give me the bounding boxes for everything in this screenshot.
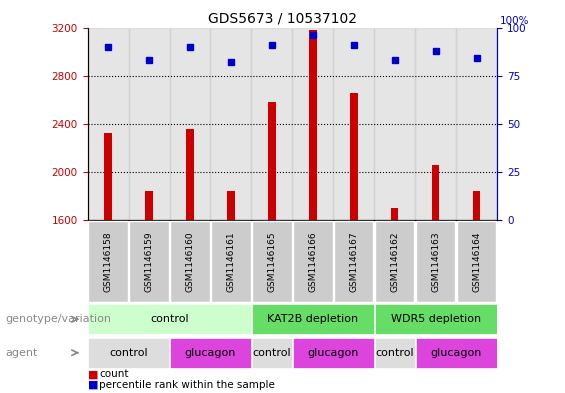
Bar <box>391 208 398 220</box>
Bar <box>105 133 112 220</box>
Text: control: control <box>150 314 189 324</box>
Text: GSM1146159: GSM1146159 <box>145 231 154 292</box>
Bar <box>457 221 497 302</box>
Bar <box>252 221 292 302</box>
Text: glucagon: glucagon <box>185 348 236 358</box>
Bar <box>350 92 358 220</box>
Text: control: control <box>253 348 291 358</box>
Bar <box>416 338 497 368</box>
Bar <box>145 191 153 220</box>
Text: ■: ■ <box>88 380 98 390</box>
Text: glucagon: glucagon <box>308 348 359 358</box>
Bar <box>293 338 374 368</box>
Bar <box>293 221 333 302</box>
Bar <box>251 28 293 220</box>
Bar <box>268 102 276 220</box>
Bar <box>375 338 415 368</box>
Bar <box>375 304 497 334</box>
Bar <box>375 221 415 302</box>
Bar <box>432 165 440 220</box>
Text: ■: ■ <box>88 369 98 379</box>
Text: WDR5 depletion: WDR5 depletion <box>390 314 481 324</box>
Text: GSM1146161: GSM1146161 <box>227 231 236 292</box>
Text: GSM1146167: GSM1146167 <box>349 231 358 292</box>
Bar <box>227 191 234 220</box>
Text: GSM1146164: GSM1146164 <box>472 231 481 292</box>
Bar <box>457 28 497 220</box>
Bar <box>129 28 170 220</box>
Bar <box>309 30 316 220</box>
Text: agent: agent <box>6 348 38 358</box>
Bar <box>252 338 292 368</box>
Bar <box>170 221 210 302</box>
Bar <box>170 338 251 368</box>
Text: genotype/variation: genotype/variation <box>6 314 112 324</box>
Text: GSM1146166: GSM1146166 <box>308 231 318 292</box>
Bar <box>416 221 455 302</box>
Text: control: control <box>109 348 148 358</box>
Bar <box>186 129 194 220</box>
Bar <box>415 28 457 220</box>
Bar <box>211 28 251 220</box>
Bar <box>211 221 251 302</box>
Bar <box>334 221 373 302</box>
Bar <box>473 191 480 220</box>
Text: GDS5673 / 10537102: GDS5673 / 10537102 <box>208 12 357 26</box>
Text: percentile rank within the sample: percentile rank within the sample <box>99 380 275 390</box>
Bar <box>88 304 251 334</box>
Bar <box>293 28 333 220</box>
Text: control: control <box>376 348 414 358</box>
Bar <box>88 338 169 368</box>
Bar <box>88 221 128 302</box>
Text: GSM1146158: GSM1146158 <box>103 231 112 292</box>
Bar <box>333 28 374 220</box>
Text: GSM1146160: GSM1146160 <box>185 231 194 292</box>
Text: count: count <box>99 369 128 379</box>
Text: GSM1146163: GSM1146163 <box>431 231 440 292</box>
Bar <box>374 28 415 220</box>
Bar <box>170 28 210 220</box>
Text: glucagon: glucagon <box>431 348 482 358</box>
Text: GSM1146165: GSM1146165 <box>267 231 276 292</box>
Text: GSM1146162: GSM1146162 <box>390 231 399 292</box>
Bar <box>88 28 129 220</box>
Bar <box>129 221 169 302</box>
Bar <box>252 304 374 334</box>
Text: 100%: 100% <box>500 16 529 26</box>
Text: KAT2B depletion: KAT2B depletion <box>267 314 358 324</box>
